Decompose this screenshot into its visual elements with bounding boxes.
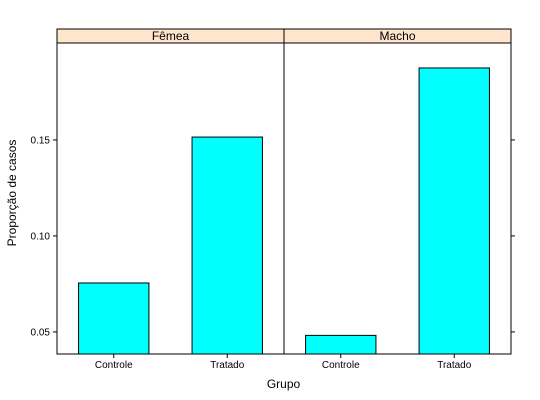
y-tick-label: 0.10 bbox=[31, 231, 51, 242]
x-tick-label: Tratado bbox=[437, 360, 472, 371]
panel-1: Fêmea Controle Tratado bbox=[56, 28, 285, 371]
panel-strip-label: Macho bbox=[379, 29, 415, 43]
panels-group: Fêmea Controle Tratado Macho Controle Tratado bbox=[56, 28, 512, 371]
panel-strip-label: Fêmea bbox=[152, 29, 190, 43]
x-tick-label: Controle bbox=[95, 360, 133, 371]
bar bbox=[191, 136, 263, 355]
y-axis-title: Proporção de casos bbox=[5, 140, 19, 247]
x-axis-title: Grupo bbox=[267, 377, 301, 391]
x-tick-label: Controle bbox=[322, 360, 360, 371]
bar bbox=[418, 67, 490, 355]
y-tick-label: 0.15 bbox=[31, 135, 51, 146]
panel-2: Macho Controle Tratado bbox=[283, 28, 512, 371]
bar bbox=[305, 334, 377, 355]
panel-frame bbox=[283, 42, 512, 355]
bar bbox=[78, 282, 150, 355]
x-tick-label: Tratado bbox=[210, 360, 245, 371]
y-axis: 0.05 0.10 0.15 bbox=[31, 135, 515, 338]
y-tick-label: 0.05 bbox=[31, 327, 51, 338]
